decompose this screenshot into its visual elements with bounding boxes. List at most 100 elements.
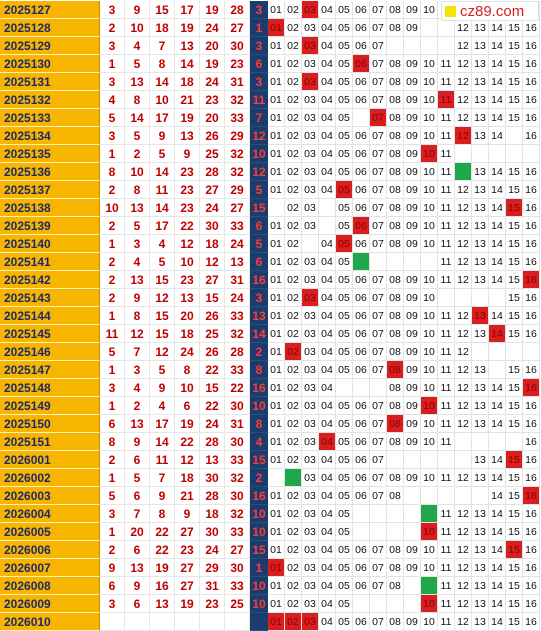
red-ball-cell: 7	[150, 469, 175, 487]
trend-number-cell: 12	[455, 559, 472, 577]
trend-number-cell: 03	[302, 199, 319, 217]
red-ball-cell: 6	[125, 541, 150, 559]
trend-number-cell: 01	[268, 217, 285, 235]
trend-number-cell: 03	[302, 235, 319, 253]
trend-number-cell: 16	[523, 19, 540, 37]
red-ball-cell: 27	[175, 577, 200, 595]
trend-number-cell: 06	[353, 415, 370, 433]
trend-number-cell: 16	[523, 559, 540, 577]
trend-number-cell: 02	[285, 595, 302, 613]
trend-number-cell: 04	[319, 109, 336, 127]
trend-number-cell: 13	[472, 505, 489, 523]
trend-number-cell: 07	[370, 145, 387, 163]
trend-number-cell: 02	[285, 559, 302, 577]
trend-number-cell: 16	[523, 577, 540, 595]
trend-number-cell: 15	[506, 253, 523, 271]
trend-number-cell: 05	[336, 289, 353, 307]
red-ball-cell: 10	[100, 199, 125, 217]
trend-number-cell: 10	[421, 91, 438, 109]
trend-number-cell: 03	[302, 361, 319, 379]
trend-number-cell: 02	[285, 325, 302, 343]
period-cell: 2026002	[0, 469, 100, 487]
trend-number-cell: 12	[455, 505, 472, 523]
trend-number-cell: 09	[404, 487, 421, 505]
trend-number-cell: 08	[387, 271, 404, 289]
red-ball-cell: 30	[225, 37, 250, 55]
red-ball-cell: 1	[100, 235, 125, 253]
red-ball-cell: 13	[125, 199, 150, 217]
trend-number-cell: 01	[268, 73, 285, 91]
red-ball-cell	[200, 613, 225, 631]
trend-number-cell: 10	[421, 541, 438, 559]
trend-number-cell: 05	[336, 325, 353, 343]
trend-number-cell: 06	[353, 505, 370, 523]
red-ball-cell: 7	[125, 505, 150, 523]
trend-number-cell: 05	[336, 127, 353, 145]
trend-hit-red: 01	[268, 19, 285, 37]
trend-number-cell: 09	[404, 505, 421, 523]
trend-number-cell: 16	[523, 145, 540, 163]
trend-number-cell: 06	[353, 271, 370, 289]
trend-number-cell: 13	[472, 19, 489, 37]
trend-number-cell: 10	[421, 343, 438, 361]
trend-number-cell: 14	[489, 433, 506, 451]
trend-number-cell: 12	[455, 199, 472, 217]
trend-number-cell: 04	[319, 73, 336, 91]
blue-ball-cell: 2	[250, 343, 268, 361]
trend-number-cell: 16	[523, 181, 540, 199]
red-ball-cell: 14	[125, 109, 150, 127]
red-ball-cell: 31	[225, 73, 250, 91]
trend-number-cell: 15	[506, 145, 523, 163]
red-ball-cell: 15	[150, 1, 175, 19]
table-row: 2025143291213152430102030405060708091011…	[0, 289, 541, 307]
trend-number-cell: 03	[302, 451, 319, 469]
red-ball-cell: 4	[125, 37, 150, 55]
trend-number-cell: 06	[353, 433, 370, 451]
table-row: 2025147 1 3 5 8 22 33 8 01 02 03 04 05 06 07 08 09 10 11 12…	[0, 361, 541, 379]
trend-number-cell: 05	[336, 163, 353, 181]
trend-number-cell: 06	[353, 307, 370, 325]
red-ball-cell: 2	[100, 181, 125, 199]
trend-number-cell: 02	[285, 55, 302, 73]
trend-number-cell: 04	[319, 487, 336, 505]
trend-number-cell: 04	[319, 613, 336, 631]
red-ball-cell: 13	[175, 127, 200, 145]
red-ball-cell: 22	[225, 379, 250, 397]
trend-number-cell: 04	[319, 217, 336, 235]
period-cell: 2026004	[0, 505, 100, 523]
table-row: 2025144 1 8 15 20 26 33 13 01 02 03 04 05 06 07 08 09 10 1…	[0, 307, 541, 325]
red-ball-cell	[100, 613, 125, 631]
trend-number-cell: 05	[336, 595, 353, 613]
trend-number-cell: 10	[421, 487, 438, 505]
trend-number-cell: 15	[506, 235, 523, 253]
blue-ball-cell: 10	[250, 595, 268, 613]
trend-number-cell: 08	[387, 577, 404, 595]
trend-number-cell: 06	[353, 361, 370, 379]
trend-number-cell: 15	[506, 271, 523, 289]
trend-number-cell: 16	[523, 433, 540, 451]
trend-number-cell: 13	[472, 271, 489, 289]
trend-number-cell: 01	[268, 487, 285, 505]
red-ball-cell: 18	[175, 325, 200, 343]
red-ball-cell: 12	[150, 289, 175, 307]
red-ball-cell: 12	[200, 253, 225, 271]
red-ball-cell: 6	[125, 451, 150, 469]
blue-ball-cell: 15	[250, 541, 268, 559]
trend-number-cell: 01	[268, 127, 285, 145]
trend-number-cell: 09	[404, 343, 421, 361]
trend-number-cell: 01	[268, 433, 285, 451]
trend-hit-red: 02	[285, 343, 302, 361]
trend-number-cell: 06	[353, 325, 370, 343]
red-ball-cell: 32	[225, 505, 250, 523]
trend-number-cell: 02	[285, 19, 302, 37]
trend-number-cell: 15	[506, 505, 523, 523]
red-ball-cell: 30	[200, 217, 225, 235]
red-ball-cell: 12	[150, 343, 175, 361]
trend-number-cell: 06	[353, 181, 370, 199]
trend-number-cell: 10	[421, 37, 438, 55]
trend-number-cell: 16	[523, 451, 540, 469]
red-ball-cell: 27	[225, 541, 250, 559]
red-ball-cell: 12	[175, 235, 200, 253]
table-row: 2026001261112133315010203040506070809101…	[0, 451, 541, 469]
trend-number-cell: 08	[387, 379, 404, 397]
